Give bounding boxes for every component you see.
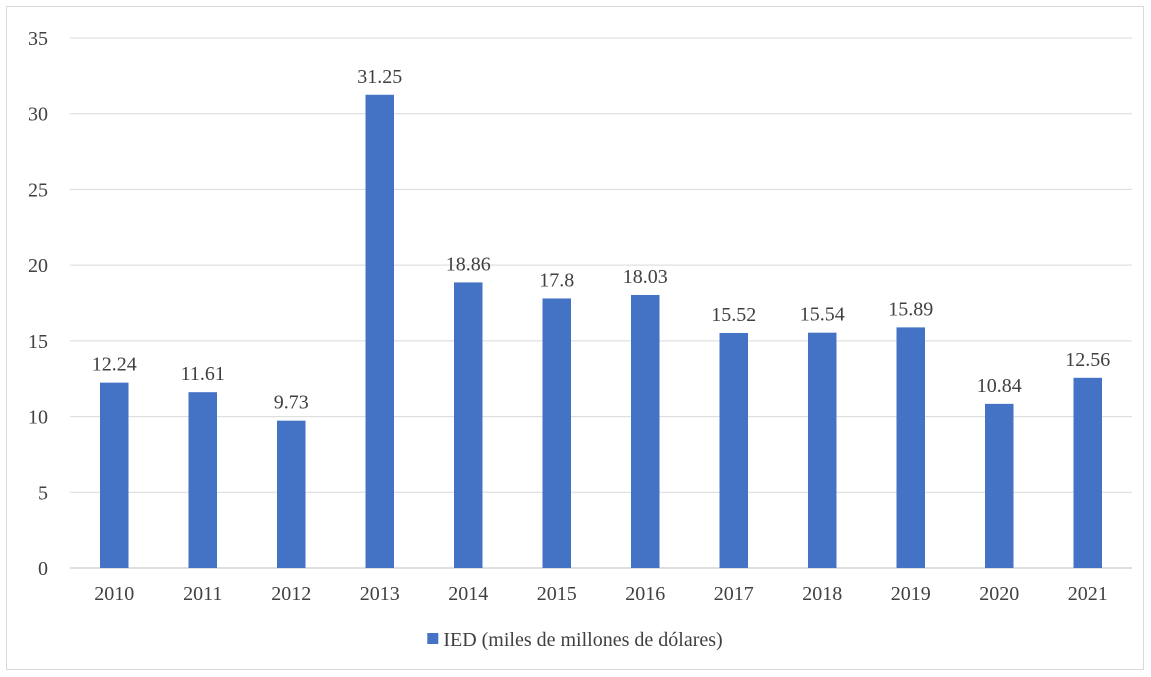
bar-2014 (454, 282, 483, 568)
gridlines (70, 37, 1132, 493)
data-label: 15.52 (711, 304, 756, 326)
bar-2013 (365, 94, 394, 569)
x-tick-label: 2021 (1068, 583, 1108, 605)
x-tick-label: 2012 (271, 583, 311, 605)
bar-2015 (542, 298, 571, 568)
y-tick-label: 0 (38, 558, 48, 580)
y-tick-label: 25 (28, 179, 48, 201)
legend-swatch (427, 633, 439, 644)
y-tick-label: 35 (28, 28, 48, 50)
bar-2020 (985, 403, 1014, 568)
data-label: 18.86 (446, 253, 491, 275)
bars (100, 94, 1102, 569)
data-label: 9.73 (274, 392, 309, 414)
bar-2011 (188, 392, 217, 568)
x-tick-label: 2010 (94, 583, 134, 605)
x-tick-label: 2020 (979, 583, 1019, 605)
bar-2019 (896, 327, 925, 568)
bar-2012 (277, 420, 306, 568)
y-tick-label: 15 (28, 331, 48, 353)
x-tick-label: 2011 (183, 583, 222, 605)
chart-frame: 0 5 10 15 20 25 30 35 2010 2011 2012 2013 2014 2015 20… (6, 6, 1144, 670)
y-tick-label: 30 (28, 104, 48, 126)
data-label: 31.25 (357, 66, 402, 88)
bar-2016 (631, 294, 660, 568)
y-tick-label: 10 (28, 407, 48, 429)
axes: 0 5 10 15 20 25 30 35 2010 2011 2012 2013 2014 2015 20… (28, 28, 1132, 605)
y-tick-label: 20 (28, 255, 48, 277)
bar-2017 (719, 332, 748, 568)
legend: IED (miles de millones de dólares) (427, 629, 723, 651)
bar-2010 (100, 382, 129, 568)
bar-chart: 0 5 10 15 20 25 30 35 2010 2011 2012 2013 2014 2015 20… (28, 28, 1132, 651)
bar-2021 (1073, 377, 1102, 568)
legend-label: IED (miles de millones de dólares) (443, 629, 722, 651)
data-label: 12.24 (92, 354, 137, 376)
data-label: 12.56 (1065, 349, 1110, 371)
data-label: 11.61 (181, 363, 225, 385)
x-tick-label: 2014 (448, 583, 488, 605)
x-tick-label: 2016 (625, 583, 665, 605)
x-tick-label: 2017 (714, 583, 754, 605)
data-label: 15.89 (888, 298, 933, 320)
data-label: 17.8 (539, 269, 574, 291)
y-tick-label: 5 (38, 482, 48, 504)
x-tick-label: 2015 (537, 583, 577, 605)
x-tick-label: 2013 (360, 583, 400, 605)
x-tick-label: 2018 (802, 583, 842, 605)
data-labels: 12.24 11.61 9.73 31.25 18.86 17.8 18.03 15.52 15… (92, 66, 1111, 414)
data-label: 15.54 (800, 304, 845, 326)
bar-2018 (808, 332, 837, 568)
data-label: 10.84 (977, 375, 1022, 397)
data-label: 18.03 (623, 266, 668, 288)
x-tick-label: 2019 (891, 583, 931, 605)
